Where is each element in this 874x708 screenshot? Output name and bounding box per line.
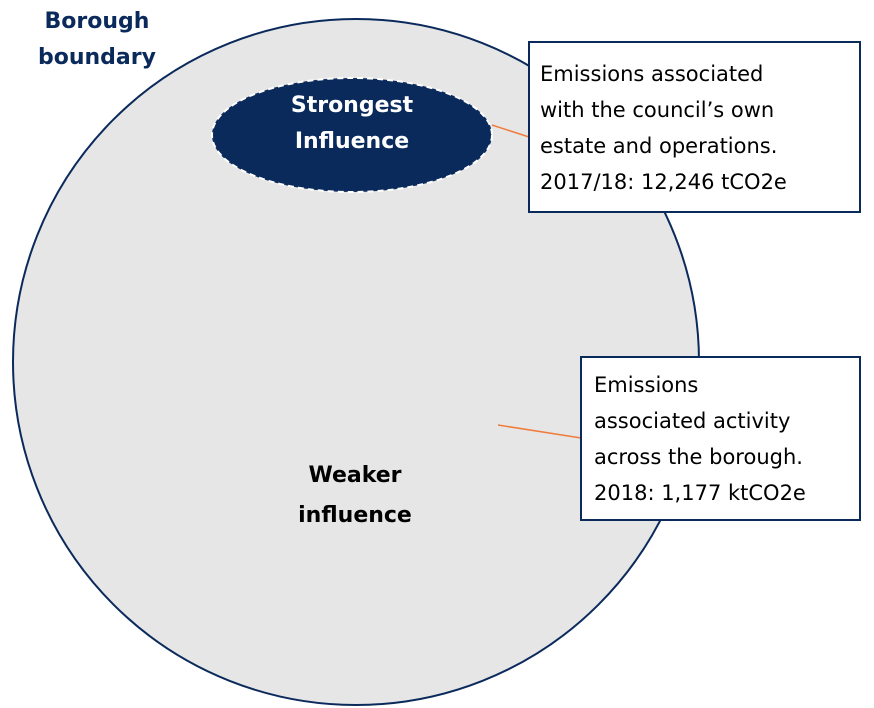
label: across the borough. xyxy=(594,445,803,469)
label: influence xyxy=(298,503,412,528)
label: Borough xyxy=(45,9,150,34)
connector xyxy=(497,424,582,439)
label: Emissions associated xyxy=(540,62,763,86)
label: Influence xyxy=(295,129,409,154)
connector xyxy=(491,124,530,138)
label: Strongest xyxy=(291,93,414,118)
callout-box xyxy=(528,41,861,213)
label: Weaker xyxy=(308,463,401,488)
callout-box xyxy=(580,356,861,521)
label: 2018: 1,177 ktCO2e xyxy=(594,481,806,505)
label: boundary xyxy=(38,45,156,70)
strongest-ellipse xyxy=(211,77,493,193)
label: 2017/18: 12,246 tCO2e xyxy=(540,170,787,194)
label: with the council’s own xyxy=(540,98,774,122)
label: estate and operations. xyxy=(540,134,777,158)
label: Emissions xyxy=(594,373,698,397)
label: associated activity xyxy=(594,409,790,433)
